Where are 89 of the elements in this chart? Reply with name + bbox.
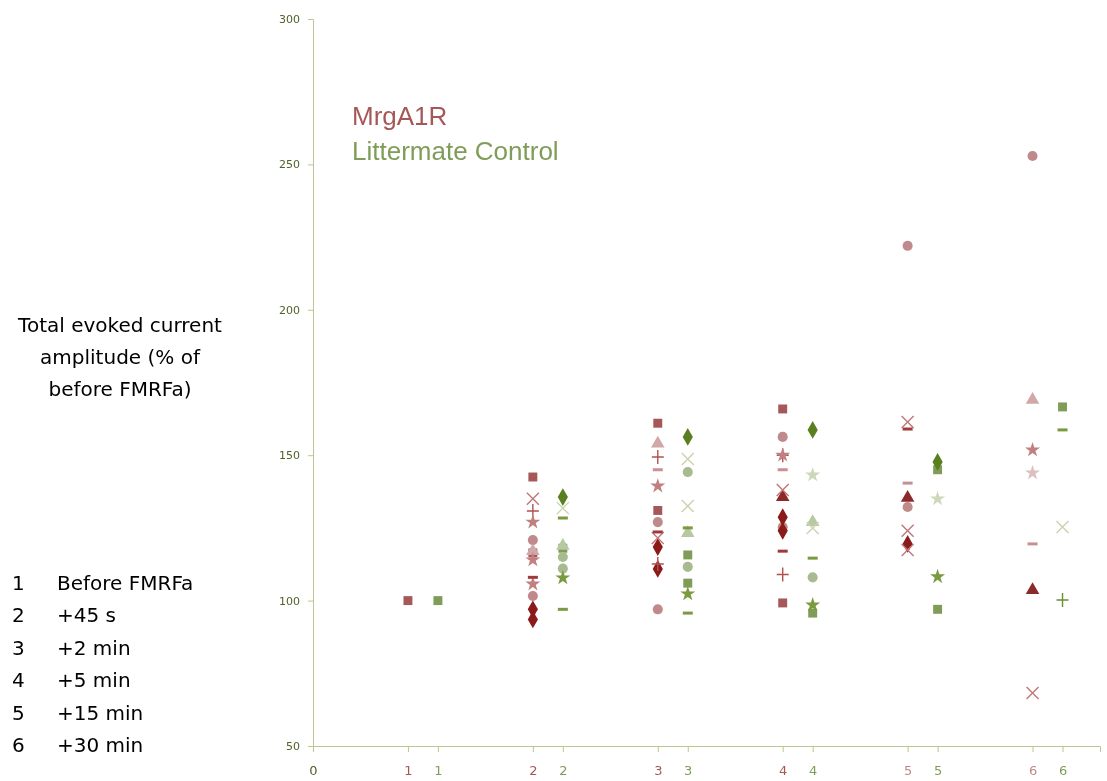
x-tick-label: 6 (1058, 763, 1068, 779)
point (526, 492, 540, 506)
point (1025, 582, 1040, 595)
point (525, 514, 541, 529)
point (683, 578, 693, 588)
y-tick-label: 100 (279, 594, 300, 608)
point (900, 543, 915, 557)
point (651, 531, 665, 545)
text: Littermate Control (352, 136, 559, 166)
point (778, 404, 788, 414)
point (528, 472, 538, 482)
point (807, 572, 818, 583)
point (652, 517, 663, 528)
point (653, 505, 663, 515)
point (930, 568, 946, 584)
point (933, 604, 943, 614)
x-tick-label: 4 (779, 763, 788, 779)
x-tick-label: 4 (809, 763, 818, 779)
y-tick-label: 250 (279, 158, 300, 172)
x-tick-label: 6 (1028, 763, 1038, 779)
point (1025, 442, 1041, 457)
y-axis-title: Total evoked current amplitude (% of before FMRFa) (17, 313, 223, 401)
point (682, 561, 693, 572)
point (902, 240, 913, 251)
point (651, 556, 665, 572)
point (778, 598, 788, 608)
x-tick-label: 5 (903, 763, 913, 779)
point (1058, 402, 1067, 412)
x-tick-label: 3 (654, 763, 663, 779)
x-tick-label: 2 (559, 763, 568, 779)
point (525, 551, 541, 567)
point (805, 597, 821, 612)
y-tick-label: 150 (279, 449, 300, 463)
point (651, 449, 665, 465)
x-tick-label: 0 (309, 763, 318, 779)
point (776, 483, 790, 497)
point (805, 467, 821, 482)
point (556, 501, 570, 515)
point (683, 550, 693, 560)
point (681, 499, 695, 513)
point (527, 590, 538, 601)
point (682, 467, 693, 478)
point (653, 418, 663, 428)
text: MrgA1R (352, 101, 448, 131)
point (680, 586, 696, 601)
point (805, 521, 820, 535)
point (526, 503, 540, 519)
point (900, 415, 915, 429)
point (930, 490, 946, 506)
point (775, 489, 790, 501)
point (777, 431, 788, 442)
point (902, 501, 913, 512)
point (1025, 465, 1041, 480)
point (900, 524, 915, 538)
point (900, 490, 915, 502)
point (776, 566, 790, 583)
text: 4 +5 min (12, 668, 131, 693)
point (403, 596, 413, 606)
x-tick-label: 1 (434, 763, 443, 779)
text: 5 +15 min (12, 700, 144, 725)
y-tick-label: 300 (279, 13, 300, 27)
point (555, 570, 571, 585)
point (525, 576, 541, 591)
point (681, 452, 695, 466)
point (433, 596, 443, 606)
point (1055, 592, 1070, 608)
point (652, 604, 663, 615)
point (1025, 392, 1040, 404)
point (557, 563, 568, 574)
x-tick-label: 2 (529, 763, 538, 779)
point (650, 478, 666, 493)
text: 3 +2 min (12, 635, 131, 660)
text: 1 Before FMRFa (12, 571, 194, 595)
x-tick-label: 3 (684, 763, 693, 779)
point (526, 543, 540, 556)
y-tick-label: 50 (286, 740, 300, 754)
point (556, 538, 570, 550)
point (1027, 150, 1038, 161)
point (1025, 686, 1040, 700)
point (650, 435, 665, 448)
text: 2 +45 s (12, 603, 116, 628)
x-tick-label: 5 (933, 763, 943, 779)
point (1055, 520, 1070, 534)
point (527, 535, 538, 546)
text: 6 +30 min (12, 733, 144, 757)
y-tick-label: 200 (279, 303, 300, 317)
point (557, 551, 568, 563)
x-tick-label: 1 (404, 763, 413, 779)
point (808, 608, 818, 618)
